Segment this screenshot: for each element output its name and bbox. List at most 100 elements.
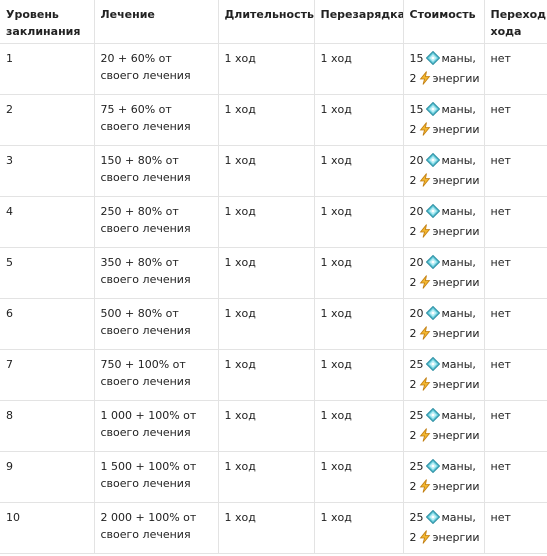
cell-cooldown: 1 ход — [314, 94, 404, 146]
cell-duration: 1 ход — [218, 145, 315, 197]
mana-amount: 15 — [409, 52, 424, 65]
cost-mana-line: 25 маны, — [410, 458, 478, 478]
table-row: 4 250 + 80% от своего лечения 1 ход 1 хо… — [0, 196, 547, 248]
lightning-energy-icon — [419, 530, 431, 549]
energy-unit: энергии — [432, 123, 480, 136]
lightning-energy-icon — [419, 71, 431, 90]
cell-duration: 1 ход — [218, 349, 315, 401]
mana-unit: маны, — [441, 460, 476, 473]
cell-cost: 20 маны, 2 энергии — [403, 145, 485, 197]
cell-cost: 25 маны, 2 энергии — [403, 400, 485, 452]
cell-heal: 750 + 100% от своего лечения — [94, 349, 219, 401]
cell-level: 3 — [0, 145, 95, 197]
header-duration: Длительность — [218, 0, 315, 44]
cell-cooldown: 1 ход — [314, 247, 404, 299]
table-body: 1 20 + 60% от своего лечения 1 ход 1 ход… — [0, 43, 547, 554]
energy-amount: 2 — [409, 174, 417, 187]
cost-energy-line: 2 энергии — [409, 274, 480, 294]
cell-turn: нет — [484, 400, 547, 452]
lightning-energy-icon — [419, 326, 431, 345]
cell-cooldown: 1 ход — [314, 298, 404, 350]
cell-heal: 20 + 60% от своего лечения — [94, 43, 219, 95]
cell-heal: 1 500 + 100% от своего лечения — [94, 451, 219, 503]
cell-level: 4 — [0, 196, 95, 248]
lightning-energy-icon — [419, 377, 431, 396]
mana-crystal-icon — [425, 356, 440, 376]
mana-unit: маны, — [441, 52, 476, 65]
cost-mana-line: 20 маны, — [410, 152, 478, 172]
cell-heal: 75 + 60% от своего лечения — [94, 94, 219, 146]
cell-cooldown: 1 ход — [314, 43, 404, 95]
energy-amount: 2 — [409, 276, 417, 289]
mana-crystal-icon — [425, 101, 440, 121]
cell-duration: 1 ход — [218, 298, 315, 350]
cell-cost: 15 маны, 2 энергии — [403, 94, 485, 146]
cell-heal: 2 000 + 100% от своего лечения — [94, 502, 219, 554]
mana-amount: 20 — [409, 307, 424, 320]
energy-amount: 2 — [409, 531, 417, 544]
mana-unit: маны, — [441, 358, 476, 371]
cell-cooldown: 1 ход — [314, 145, 404, 197]
cell-cooldown: 1 ход — [314, 196, 404, 248]
cell-level: 7 — [0, 349, 95, 401]
mana-crystal-icon — [425, 458, 440, 478]
cell-level: 5 — [0, 247, 95, 299]
mana-amount: 15 — [409, 103, 424, 116]
cost-energy-line: 2 энергии — [410, 121, 480, 141]
energy-unit: энергии — [432, 378, 480, 391]
mana-unit: маны, — [441, 103, 476, 116]
table-row: 2 75 + 60% от своего лечения 1 ход 1 ход… — [0, 94, 547, 146]
mana-amount: 25 — [409, 511, 424, 524]
energy-unit: энергии — [432, 72, 480, 85]
cell-turn: нет — [484, 298, 547, 350]
header-cost: Стоимость — [403, 0, 485, 44]
cell-cost: 20 маны, 2 энергии — [403, 196, 485, 248]
mana-amount: 25 — [409, 409, 424, 422]
mana-unit: маны, — [441, 307, 476, 320]
cell-cooldown: 1 ход — [314, 502, 404, 554]
cell-heal: 350 + 80% от своего лечения — [94, 247, 219, 299]
cell-cost: 25 маны, 2 энергии — [403, 349, 485, 401]
mana-crystal-icon — [425, 509, 440, 529]
cost-energy-line: 2 энергии — [410, 376, 480, 396]
cost-mana-line: 25 маны, — [410, 407, 478, 427]
energy-amount: 2 — [409, 225, 417, 238]
lightning-energy-icon — [419, 122, 431, 141]
cost-mana-line: 20 маны, — [410, 305, 478, 325]
energy-amount: 2 — [409, 72, 417, 85]
table-header-row: Уровень заклинания Лечение Длительность … — [0, 0, 547, 44]
header-heal: Лечение — [94, 0, 219, 44]
cell-cost: 20 маны, 2 энергии — [403, 247, 485, 299]
mana-amount: 25 — [409, 358, 424, 371]
mana-unit: маны, — [441, 409, 476, 422]
energy-amount: 2 — [409, 327, 417, 340]
cell-turn: нет — [484, 43, 547, 95]
table-row: 8 1 000 + 100% от своего лечения 1 ход 1… — [0, 400, 547, 452]
header-cooldown: Перезарядка — [314, 0, 404, 44]
mana-crystal-icon — [425, 305, 440, 325]
lightning-energy-icon — [419, 224, 431, 243]
mana-crystal-icon — [425, 203, 440, 223]
cell-turn: нет — [484, 196, 547, 248]
lightning-energy-icon — [419, 275, 431, 294]
mana-amount: 20 — [409, 256, 424, 269]
cost-mana-line: 20 маны, — [410, 203, 478, 223]
mana-unit: маны, — [441, 205, 476, 218]
mana-unit: маны, — [441, 154, 476, 167]
cost-mana-line: 15 маны, — [410, 50, 478, 70]
cost-mana-line: 15 маны, — [410, 101, 478, 121]
cell-cost: 25 маны, 2 энергии — [403, 451, 485, 503]
energy-unit: энергии — [432, 429, 480, 442]
cell-duration: 1 ход — [218, 247, 315, 299]
cell-level: 6 — [0, 298, 95, 350]
energy-unit: энергии — [432, 531, 480, 544]
cost-energy-line: 2 энергии — [409, 70, 480, 90]
mana-amount: 25 — [409, 460, 424, 473]
cell-level: 10 — [0, 502, 95, 554]
lightning-energy-icon — [419, 479, 431, 498]
cell-heal: 500 + 80% от своего лечения — [94, 298, 219, 350]
mana-amount: 20 — [409, 154, 424, 167]
cell-cost: 20 маны, 2 энергии — [403, 298, 485, 350]
mana-unit: маны, — [441, 256, 476, 269]
